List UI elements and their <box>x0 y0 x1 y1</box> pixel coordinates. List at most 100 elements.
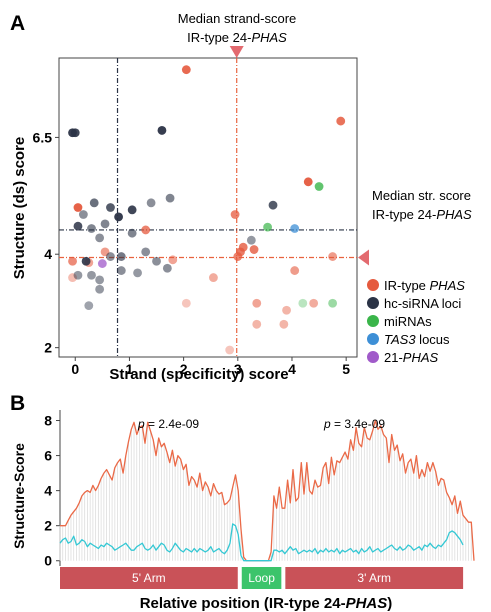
scatter-point-s1-16 <box>95 233 105 243</box>
segment-0 <box>60 567 238 589</box>
scatter-axes: 0 1 2 3 4 5 2 4 6.5 <box>33 129 351 377</box>
pvalue-3-arm: p = 3.4e-09 <box>323 417 385 431</box>
legend-label-1: hc-siRNA loci <box>384 296 461 311</box>
scatter-point-s0-12 <box>168 255 178 265</box>
y-tick-label-a-1: 4 <box>44 246 52 262</box>
y-axis-label-b: Structure-Score <box>11 443 27 549</box>
line-droplines <box>59 420 472 561</box>
legend: IR-type PHAS hc-siRNA loci miRNAs TAS3 locu… <box>367 278 465 365</box>
x-axis-label-b: Relative position (IR-type 24-PHAS) <box>140 595 393 612</box>
scatter-point-s0-21 <box>252 319 262 329</box>
line-axes: 0 2 4 6 8 <box>44 410 61 569</box>
arm-segments: 5' Arm Loop 3' Arm <box>60 567 464 589</box>
scatter-point-s0-18 <box>252 298 262 308</box>
x-tick-label-a-3: 3 <box>234 361 242 377</box>
line-series <box>59 419 475 562</box>
scatter-point-s1-8 <box>146 198 156 208</box>
median-markers <box>229 46 369 266</box>
scatter-point-s0-4 <box>230 210 240 219</box>
median-structure-marker <box>358 249 369 266</box>
y-tick-label-b-4: 8 <box>44 413 52 429</box>
legend-label-2: miRNAs <box>384 314 432 329</box>
y-tick-label-b-3: 6 <box>44 448 52 464</box>
scatter-point-s1-17 <box>141 247 151 257</box>
scatter-point-s1-4 <box>127 205 137 215</box>
scatter-point-s0-20 <box>282 305 291 315</box>
scatter-point-s0-22 <box>279 319 289 329</box>
scatter-point-s1-15 <box>81 256 91 266</box>
line-series-0 <box>60 419 475 562</box>
x-tick-label-a-2: 2 <box>180 361 188 377</box>
y-tick-label-a-0: 2 <box>44 340 52 356</box>
scatter-point-s1-14 <box>116 252 126 261</box>
scatter-point-s1-1 <box>70 128 80 138</box>
scatter-point-s1-19 <box>152 256 161 266</box>
annotation-median-strand-line2: IR-type 24-PHAS <box>187 30 287 45</box>
panel-label-b: B <box>10 392 25 415</box>
x-tick-label-a-0: 0 <box>71 361 79 377</box>
scatter-point-s0-17 <box>181 298 191 308</box>
segment-label-1: Loop <box>248 571 275 585</box>
scatter-point-s0-7 <box>238 242 248 252</box>
scatter-point-s1-28 <box>268 200 278 210</box>
scatter-point-s0-15 <box>328 252 338 261</box>
scatter-point-s1-6 <box>89 198 99 208</box>
scatter-point-s1-21 <box>106 252 115 261</box>
scatter-point-s0-11 <box>68 256 77 266</box>
segment-2 <box>285 567 464 589</box>
scatter-point-s0-1 <box>336 116 346 126</box>
annotation-median-str-line2: IR-type 24-PHAS <box>372 207 472 222</box>
legend-label-3: TAS3 locus <box>384 332 450 347</box>
x-axis-label-a: Strand (specificity) score <box>109 366 288 383</box>
scatter-point-s1-24 <box>95 275 105 285</box>
scatter-point-s1-20 <box>116 266 126 275</box>
x-tick-label-a-1: 1 <box>126 361 134 377</box>
scatter-point-s1-10 <box>78 210 88 219</box>
scatter-point-s1-18 <box>162 263 172 273</box>
legend-label-4: 21-PHAS <box>384 350 439 365</box>
segment-1 <box>241 567 282 589</box>
scatter-point-s3-0 <box>290 224 300 233</box>
scatter-point-s2-1 <box>263 222 272 232</box>
legend-label-0: IR-type PHAS <box>384 278 465 293</box>
scatter-points <box>68 65 346 355</box>
scatter-point-s1-27 <box>84 301 94 311</box>
scatter-point-s4-0 <box>97 259 107 268</box>
scatter-point-s1-9 <box>165 193 175 203</box>
scatter-point-s1-11 <box>100 219 110 229</box>
scatter-point-s1-13 <box>127 228 137 238</box>
line-series-1 <box>59 523 464 562</box>
scatter-point-s2-0 <box>314 182 324 191</box>
legend-swatch-3 <box>367 333 379 345</box>
median-strand-marker <box>229 46 244 58</box>
scatter-point-s1-23 <box>95 284 105 294</box>
scatter-point-s1-29 <box>246 235 256 245</box>
y-tick-label-a-2: 6.5 <box>33 129 53 145</box>
y-tick-label-b-1: 2 <box>44 518 52 534</box>
legend-swatch-4 <box>367 351 379 363</box>
scatter-point-s1-22 <box>87 270 96 280</box>
y-tick-label-b-0: 0 <box>44 553 52 569</box>
legend-swatch-1 <box>367 297 379 309</box>
scatter-point-s1-7 <box>73 221 83 231</box>
panel-label-a: A <box>10 12 25 35</box>
scatter-point-s0-9 <box>249 245 259 254</box>
scatter-point-s0-8 <box>233 252 243 261</box>
x-tick-label-a-4: 4 <box>288 361 296 377</box>
segment-label-0: 5' Arm <box>132 571 166 585</box>
scatter-point-s0-2 <box>303 177 313 187</box>
legend-swatch-2 <box>367 315 379 327</box>
scatter-point-s2-3 <box>328 298 338 308</box>
segment-label-2: 3' Arm <box>357 571 391 585</box>
scatter-point-s1-5 <box>106 203 115 212</box>
scatter-point-s1-12 <box>87 224 96 233</box>
pvalue-5-arm: p = 2.4e-09 <box>137 417 199 431</box>
scatter-point-s0-3 <box>73 203 83 212</box>
annotation-median-str-line1: Median str. score <box>372 188 471 203</box>
scatter-point-s0-23 <box>225 345 235 355</box>
x-tick-label-a-5: 5 <box>342 361 350 377</box>
y-tick-label-b-2: 4 <box>44 483 52 499</box>
scatter-point-s0-0 <box>181 65 191 75</box>
annotation-median-strand-line1: Median strand-score <box>178 11 297 26</box>
